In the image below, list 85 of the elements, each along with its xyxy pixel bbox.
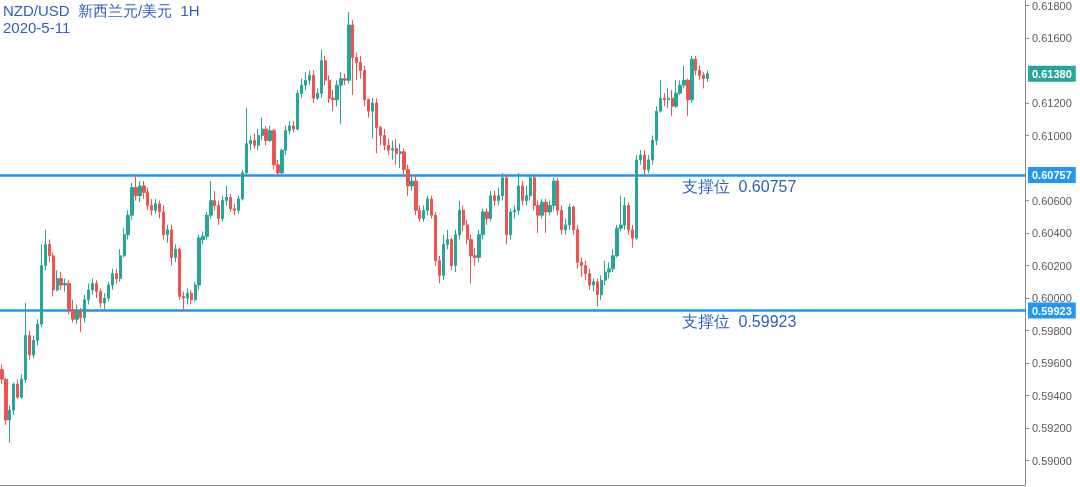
candlestick: [320, 48, 323, 99]
text: 0.61380: [1032, 67, 1072, 80]
candlestick: [568, 203, 571, 231]
y-tick-label: 0.60000: [1032, 292, 1072, 305]
candlestick: [529, 174, 532, 202]
candlestick: [229, 193, 232, 213]
candlestick: [343, 73, 347, 86]
candlestick: [596, 278, 599, 307]
candlestick: [28, 330, 31, 361]
candlestick: [308, 70, 311, 86]
ref-line-label: 0.60757: [1032, 169, 1072, 182]
candlestick: [391, 139, 394, 161]
candlestick: [268, 125, 272, 143]
y-tick-label: 0.59000: [1032, 454, 1072, 467]
candlestick: [489, 190, 492, 223]
candlestick: [410, 174, 414, 192]
candlestick: [399, 143, 402, 169]
chart-title: NZD/USD 新西兰元/美元 1H: [3, 2, 200, 19]
candlestick: [56, 269, 59, 293]
text: 2020-5-11: [3, 19, 71, 36]
candlestick: [544, 198, 548, 234]
annotation: 支撑位 0.60757: [681, 177, 797, 195]
candlestick: [505, 174, 508, 245]
annotation: 支撑位 0.59923: [681, 313, 797, 331]
candlestick: [623, 196, 626, 231]
candlestick: [186, 287, 189, 306]
candlestick: [347, 11, 351, 85]
y-tick-label: 0.59200: [1032, 422, 1072, 435]
candlestick: [643, 149, 646, 176]
candlestick: [59, 271, 63, 291]
candlestick: [371, 97, 374, 140]
candlestick: [166, 224, 169, 244]
candlestick: [663, 92, 666, 107]
candlestick: [63, 278, 67, 293]
candlestick: [138, 180, 142, 203]
candlestick: [690, 55, 694, 104]
candlestick: [115, 268, 118, 284]
y-tick-label: 0.60600: [1032, 194, 1072, 207]
candlestick: [517, 172, 520, 216]
candlestick: [16, 378, 19, 400]
candlestick: [134, 174, 138, 202]
candlestick: [351, 19, 354, 96]
candlestick: [264, 125, 268, 146]
y-tick-label: 0.59400: [1032, 389, 1072, 402]
candlestick: [154, 198, 157, 215]
y-tick-label: 0.61800: [1032, 0, 1072, 12]
candlestick: [674, 79, 678, 109]
y-tick-label: 0.61000: [1032, 129, 1072, 142]
candlestick: [174, 243, 177, 263]
y-tick-label: 0.61200: [1032, 97, 1072, 110]
candlestick: [509, 208, 512, 241]
candlestick: [292, 120, 295, 133]
y-tick-label: 0.59800: [1032, 324, 1072, 337]
y-tick-label: 0.60200: [1032, 259, 1072, 272]
candlestick: [395, 138, 398, 166]
candlestick: [686, 78, 690, 117]
y-tick-label: 0.60400: [1032, 227, 1072, 240]
candlestick: [706, 70, 709, 83]
y-tick-label: 0.59600: [1032, 357, 1072, 370]
candlestick: [552, 177, 556, 211]
candlestick: [635, 154, 638, 241]
candlestick: [671, 89, 674, 117]
y-tick-label: 0.61600: [1032, 32, 1072, 45]
candlestick: [190, 289, 193, 306]
candlestick: [694, 55, 697, 76]
candlestick: [170, 224, 173, 267]
candlestick: [375, 97, 378, 154]
candlestick: [592, 278, 595, 293]
candlestick: [75, 304, 79, 325]
candlestick: [521, 180, 524, 206]
candlestick: [450, 237, 453, 271]
candlestick: [253, 133, 256, 150]
candlestick: [540, 198, 544, 219]
candlestick: [493, 190, 496, 206]
candlestick: [667, 87, 670, 109]
candlestick: [501, 172, 504, 202]
candlestick: [383, 128, 386, 151]
candlestick: [162, 204, 165, 241]
ref-line-label: 0.59923: [1032, 304, 1072, 317]
candlestick: [485, 208, 489, 226]
candlestick: [272, 128, 276, 171]
candlestick: [79, 307, 82, 333]
candlestick: [339, 71, 343, 125]
candlestick: [312, 70, 315, 104]
candlestick: [442, 234, 445, 281]
